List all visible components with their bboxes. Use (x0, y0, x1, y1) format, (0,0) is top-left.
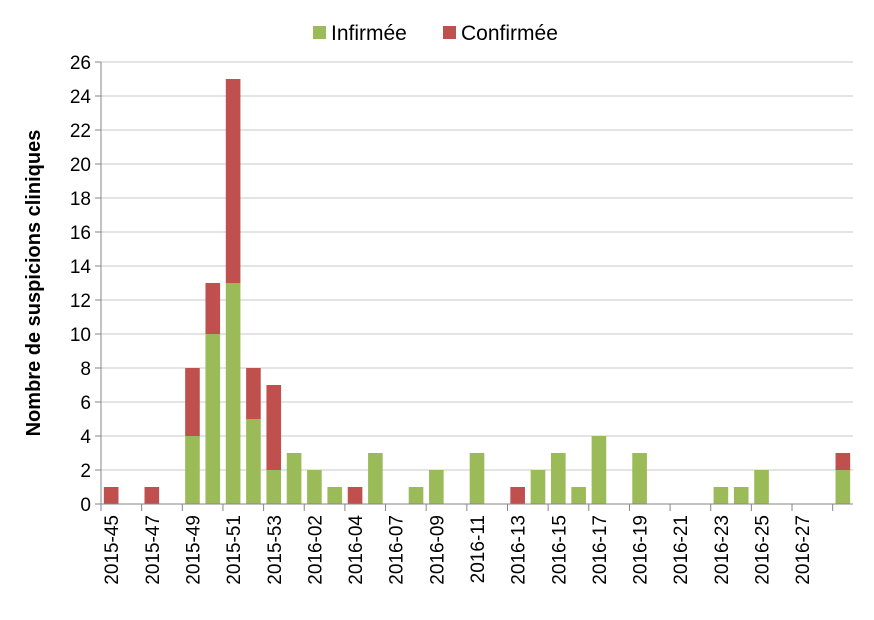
bar-infirmee-2016-23 (733, 487, 749, 504)
bar-confirmee-2015-50 (205, 283, 221, 334)
bar-infirmee-2016-07 (408, 487, 424, 504)
y-tick-label-0: 0 (80, 495, 91, 516)
bars (103, 79, 851, 504)
y-tick-label-2: 2 (80, 461, 91, 482)
x-tick-label-2016-23: 2016-23 (712, 515, 733, 585)
bar-infirmee-2016-01 (286, 453, 302, 504)
bar-infirmee-2016-18 (632, 453, 647, 504)
legend-label-infirmee: Infirmée (331, 22, 407, 45)
bar-infirmee-2016-02 (307, 470, 322, 504)
y-tick-label-6: 6 (80, 393, 91, 414)
x-tick-label-2016-21: 2016-21 (671, 515, 692, 585)
x-tick-label-2016-04: 2016-04 (346, 515, 367, 585)
y-tick-label-12: 12 (70, 291, 91, 312)
x-tick-label-2016-25: 2016-25 (753, 515, 774, 585)
x-tick-label-2016-07: 2016-07 (387, 515, 408, 585)
y-tick-label-10: 10 (70, 325, 91, 346)
bar-confirmee-2015-51 (225, 79, 241, 283)
bar-confirmee-2015-49 (185, 368, 200, 436)
bar-infirmee-2015-49 (185, 436, 200, 504)
y-tick-label-8: 8 (80, 359, 91, 380)
bar-infirmee-2016-22 (713, 487, 729, 504)
bar-confirmee-2016-04 (347, 487, 363, 504)
bar-confirmee-2016-28 (835, 453, 851, 470)
bar-infirmee-2016-14 (550, 453, 566, 504)
legend-label-confirmee: Confirmée (461, 22, 558, 45)
bar-confirmee-2015-45 (103, 487, 119, 504)
x-tick-label-2015-53: 2015-53 (265, 515, 286, 585)
y-tick-label-20: 20 (70, 155, 91, 176)
x-tick-label-2015-51: 2015-51 (224, 515, 245, 585)
x-tick-label-2016-15: 2016-15 (549, 515, 570, 585)
x-tick-label-2016-13: 2016-13 (509, 515, 530, 585)
bar-infirmee-2015-50 (205, 334, 221, 504)
y-tick-label-16: 16 (70, 223, 91, 244)
y-tick-label-22: 22 (70, 121, 91, 142)
bar-confirmee-2015-52 (246, 368, 261, 419)
legend-swatch-infirmee (313, 26, 326, 39)
x-tick-label-2016-02: 2016-02 (305, 515, 326, 585)
x-tick-label-2016-09: 2016-09 (427, 515, 448, 585)
x-tick-label-2016-19: 2016-19 (631, 515, 652, 585)
bar-infirmee-2016-05 (368, 453, 383, 504)
x-tick-label-2016-17: 2016-17 (590, 515, 611, 585)
bar-infirmee-2016-15 (571, 487, 586, 504)
bar-infirmee-2016-13 (530, 470, 546, 504)
bar-confirmee-2015-47 (144, 487, 160, 504)
bar-infirmee-2015-53 (266, 470, 282, 504)
axes (95, 61, 853, 511)
x-tick-label-2015-47: 2015-47 (143, 515, 164, 585)
x-tick-label-2015-45: 2015-45 (102, 515, 123, 585)
x-tick-labels: 2015-45 2015-47 2015-49 2015-51 2015-53 2016-… (102, 515, 814, 585)
bar-infirmee-2016-24 (754, 470, 769, 504)
bar-infirmee-2016-16 (591, 436, 607, 504)
x-tick-label-2016-27: 2016-27 (793, 515, 814, 585)
bar-infirmee-2016-08 (429, 470, 444, 504)
y-tick-label-14: 14 (70, 257, 92, 278)
y-tick-label-26: 26 (70, 53, 91, 74)
y-tick-label-4: 4 (80, 427, 91, 448)
bar-infirmee-2015-51 (225, 283, 241, 504)
y-axis-title: Nombre de suspicions cliniques (23, 130, 45, 437)
bar-confirmee-2016-12 (510, 487, 525, 504)
bar-infirmee-2016-10 (469, 453, 485, 504)
x-tick-label-2016-11: 2016-11 (468, 515, 489, 583)
y-tick-label-24: 24 (70, 87, 92, 108)
bar-infirmee-2015-52 (246, 419, 261, 504)
bar-infirmee-2016-03 (327, 487, 343, 504)
legend-swatch-confirmee (443, 26, 456, 39)
bar-infirmee-2016-28 (835, 470, 851, 504)
bar-confirmee-2015-53 (266, 385, 282, 470)
legend: Infirmée Confirmée (313, 22, 558, 45)
x-tick-label-2015-49: 2015-49 (183, 515, 204, 585)
y-tick-label-18: 18 (70, 189, 91, 210)
